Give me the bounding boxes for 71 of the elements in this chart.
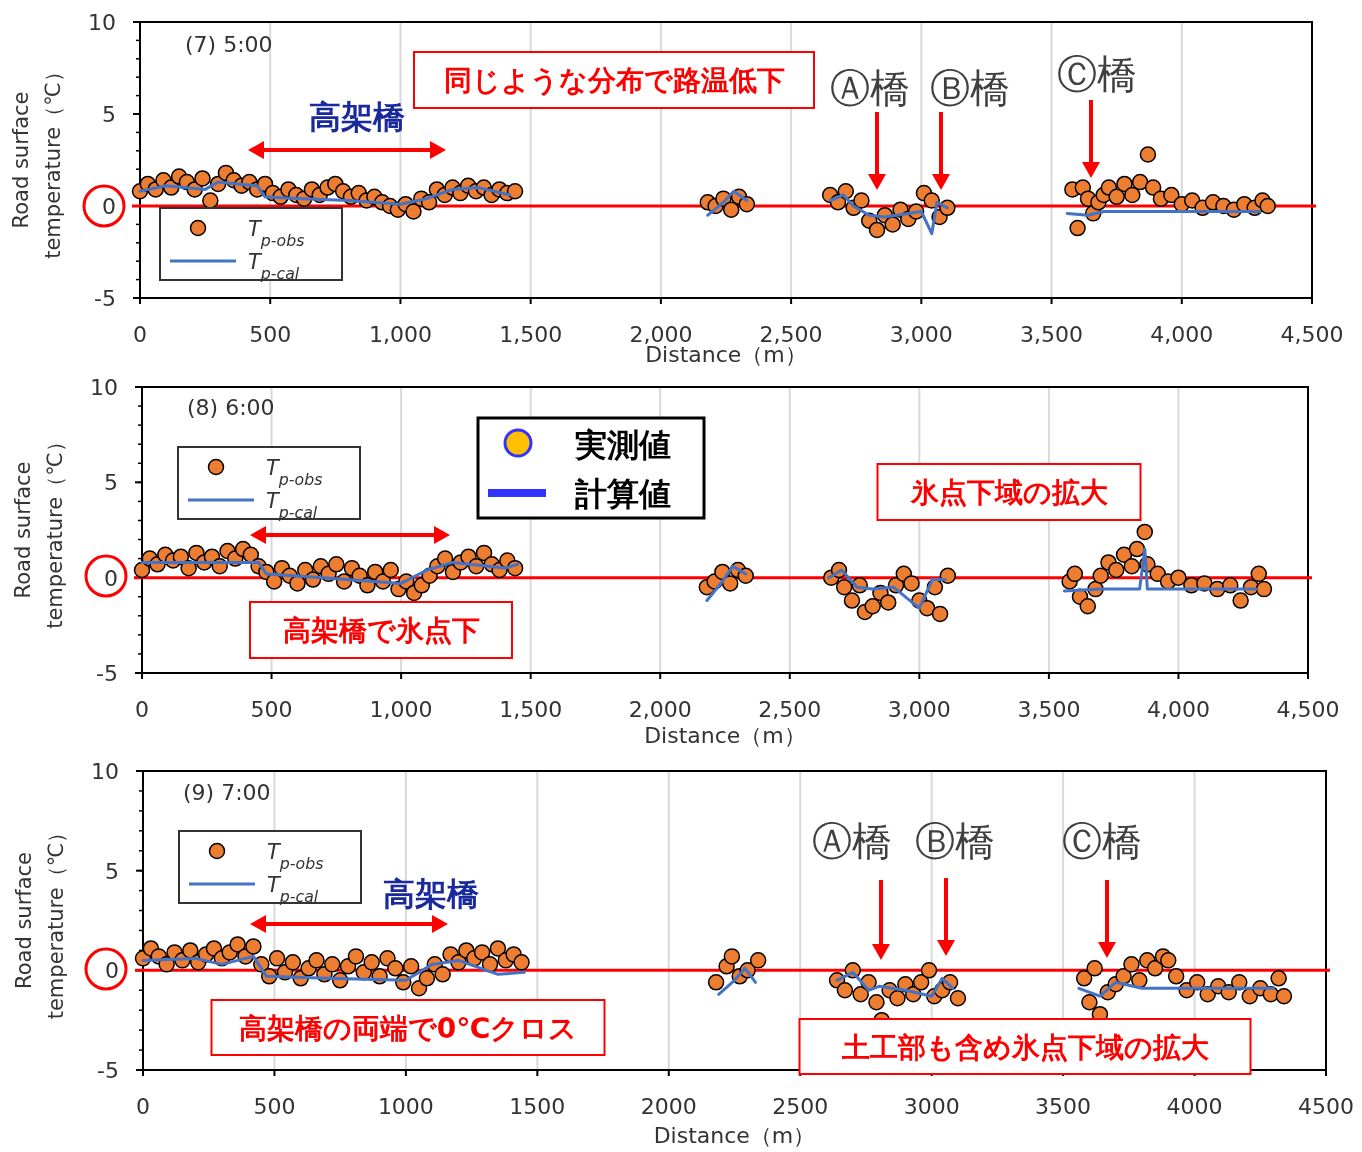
annotation: Ⓑ橋 — [915, 818, 995, 864]
x-tick-label: 4,000 — [1146, 697, 1210, 722]
x-tick-label: 3,000 — [889, 322, 953, 347]
annotation: (9) 7:00 — [183, 780, 271, 805]
x-tick-label: 4,500 — [1280, 322, 1344, 347]
y-tick-label: 0 — [105, 958, 119, 984]
legend-label: T$_{p-obs}$ — [248, 217, 305, 250]
x-tick-label: 4,500 — [1276, 697, 1340, 722]
y-axis-title: Road surface temperature（℃） — [12, 821, 68, 1020]
legend-label: T$_{p-obs}$ — [266, 456, 323, 489]
x-tick-label: 2,000 — [629, 322, 693, 347]
x-axis-title: Distance（m） — [644, 723, 806, 748]
annotation: Ⓑ橋 — [930, 65, 1010, 111]
annotation: Ⓐ橋 — [812, 818, 892, 864]
x-tick-label: 500 — [253, 1094, 296, 1119]
x-tick-label: 1,000 — [368, 322, 432, 347]
x-tick-label: 3,500 — [1020, 322, 1084, 347]
y-tick-label: 0 — [104, 565, 118, 591]
annotation: 高架橋 — [383, 875, 479, 913]
annotation: 高架橋で氷点下 — [282, 614, 480, 647]
annotation: 実測値 — [574, 426, 671, 464]
y-tick-label: 5 — [104, 470, 118, 496]
y-axis-title: Road surface temperature（℃） — [11, 431, 67, 629]
x-tick-label: 2,500 — [758, 697, 822, 722]
x-tick-label: 2500 — [772, 1094, 829, 1119]
x-tick-label: 1000 — [377, 1094, 434, 1119]
y-tick-label: 0 — [102, 194, 116, 219]
y-tick-label: -5 — [97, 1058, 119, 1083]
x-tick-label: 1,500 — [499, 697, 563, 722]
x-tick-label: 1,500 — [499, 322, 563, 347]
y-tick-label: 5 — [105, 858, 119, 884]
y-tick-label: 10 — [88, 10, 116, 35]
x-tick-label: 500 — [249, 322, 292, 347]
x-tick-label: 0 — [135, 697, 149, 722]
annotation: 高架橋 — [309, 98, 405, 136]
x-tick-label: 3500 — [1035, 1094, 1092, 1119]
x-tick-label: 500 — [250, 697, 293, 722]
x-axis-title: Distance（m） — [653, 1123, 816, 1148]
x-tick-label: 3,500 — [1017, 697, 1081, 722]
x-tick-label: 1500 — [509, 1094, 566, 1119]
annotation: Ⓒ橋 — [1062, 818, 1142, 864]
y-tick-label: 10 — [91, 759, 119, 784]
x-tick-label: 2,500 — [759, 322, 823, 347]
annotation: Ⓒ橋 — [1057, 51, 1137, 97]
annotation: 計算値 — [574, 475, 671, 513]
x-tick-label: 4000 — [1166, 1094, 1223, 1119]
y-tick-label: 5 — [102, 102, 116, 127]
legend-label: T$_{p-obs}$ — [267, 840, 324, 873]
x-tick-label: 0 — [136, 1094, 150, 1119]
x-tick-label: 4,000 — [1150, 322, 1214, 347]
x-tick-label: 3000 — [903, 1094, 960, 1119]
y-tick-label: 10 — [90, 375, 118, 400]
annotation: (7) 5:00 — [185, 32, 273, 57]
annotation: 同じような分布で路温低下 — [443, 64, 785, 97]
legend-label: T$_{p-cal}$ — [266, 489, 318, 522]
x-tick-label: 4500 — [1298, 1094, 1354, 1119]
annotation: Ⓐ橋 — [830, 65, 910, 111]
legend-label: T$_{p-cal}$ — [267, 873, 319, 906]
x-tick-label: 1,000 — [369, 697, 433, 722]
annotation: 土工部も含め氷点下域の拡大 — [840, 1031, 1210, 1064]
x-tick-label: 2000 — [640, 1094, 697, 1119]
y-axis-title: Road surface temperature（℃） — [9, 61, 65, 259]
annotation: 氷点下域の拡大 — [909, 476, 1109, 509]
x-tick-label: 2,000 — [628, 697, 692, 722]
y-tick-label: -5 — [94, 286, 116, 311]
y-tick-label: -5 — [96, 661, 118, 686]
x-tick-label: 0 — [133, 322, 147, 347]
annotation: (8) 6:00 — [187, 395, 275, 420]
legend-label: T$_{p-cal}$ — [248, 250, 300, 283]
annotation: 高架橋の両端で0℃クロス — [238, 1012, 578, 1045]
x-tick-label: 3,000 — [887, 697, 951, 722]
